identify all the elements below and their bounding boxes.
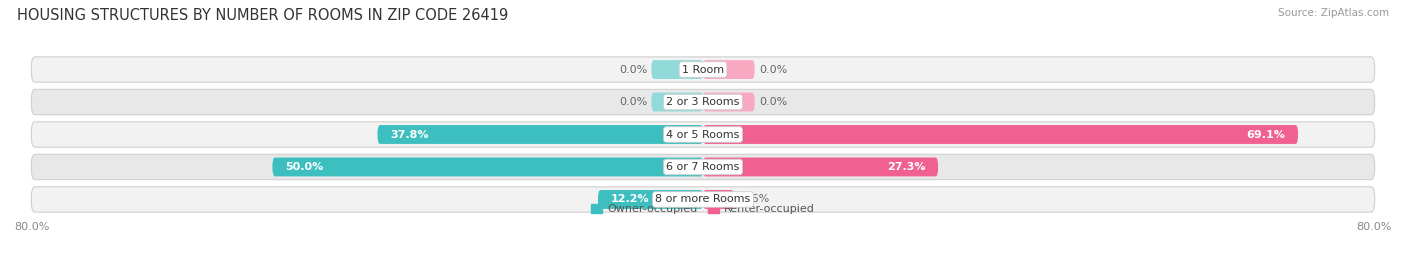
- FancyBboxPatch shape: [31, 187, 1375, 212]
- Text: 0.0%: 0.0%: [759, 97, 787, 107]
- FancyBboxPatch shape: [703, 190, 734, 209]
- Text: 6 or 7 Rooms: 6 or 7 Rooms: [666, 162, 740, 172]
- Text: 27.3%: 27.3%: [887, 162, 925, 172]
- FancyBboxPatch shape: [31, 154, 1375, 180]
- Text: 69.1%: 69.1%: [1246, 129, 1285, 140]
- FancyBboxPatch shape: [31, 57, 1375, 82]
- Text: 80.0%: 80.0%: [14, 222, 49, 232]
- Text: 0.0%: 0.0%: [619, 65, 647, 75]
- Text: 4 or 5 Rooms: 4 or 5 Rooms: [666, 129, 740, 140]
- Legend: Owner-occupied, Renter-occupied: Owner-occupied, Renter-occupied: [586, 199, 820, 218]
- Text: 12.2%: 12.2%: [610, 194, 650, 204]
- Text: 1 Room: 1 Room: [682, 65, 724, 75]
- FancyBboxPatch shape: [31, 122, 1375, 147]
- FancyBboxPatch shape: [598, 190, 703, 209]
- Text: 3.6%: 3.6%: [741, 194, 769, 204]
- FancyBboxPatch shape: [651, 60, 703, 79]
- FancyBboxPatch shape: [703, 93, 755, 111]
- Text: 0.0%: 0.0%: [759, 65, 787, 75]
- Text: 50.0%: 50.0%: [285, 162, 323, 172]
- Text: 80.0%: 80.0%: [1357, 222, 1392, 232]
- FancyBboxPatch shape: [651, 93, 703, 111]
- Text: 2 or 3 Rooms: 2 or 3 Rooms: [666, 97, 740, 107]
- FancyBboxPatch shape: [377, 125, 703, 144]
- Text: HOUSING STRUCTURES BY NUMBER OF ROOMS IN ZIP CODE 26419: HOUSING STRUCTURES BY NUMBER OF ROOMS IN…: [17, 8, 508, 23]
- FancyBboxPatch shape: [703, 158, 938, 176]
- FancyBboxPatch shape: [703, 60, 755, 79]
- FancyBboxPatch shape: [273, 158, 703, 176]
- Text: 37.8%: 37.8%: [391, 129, 429, 140]
- FancyBboxPatch shape: [31, 89, 1375, 115]
- FancyBboxPatch shape: [703, 125, 1298, 144]
- Text: Source: ZipAtlas.com: Source: ZipAtlas.com: [1278, 8, 1389, 18]
- Text: 0.0%: 0.0%: [619, 97, 647, 107]
- Text: 8 or more Rooms: 8 or more Rooms: [655, 194, 751, 204]
